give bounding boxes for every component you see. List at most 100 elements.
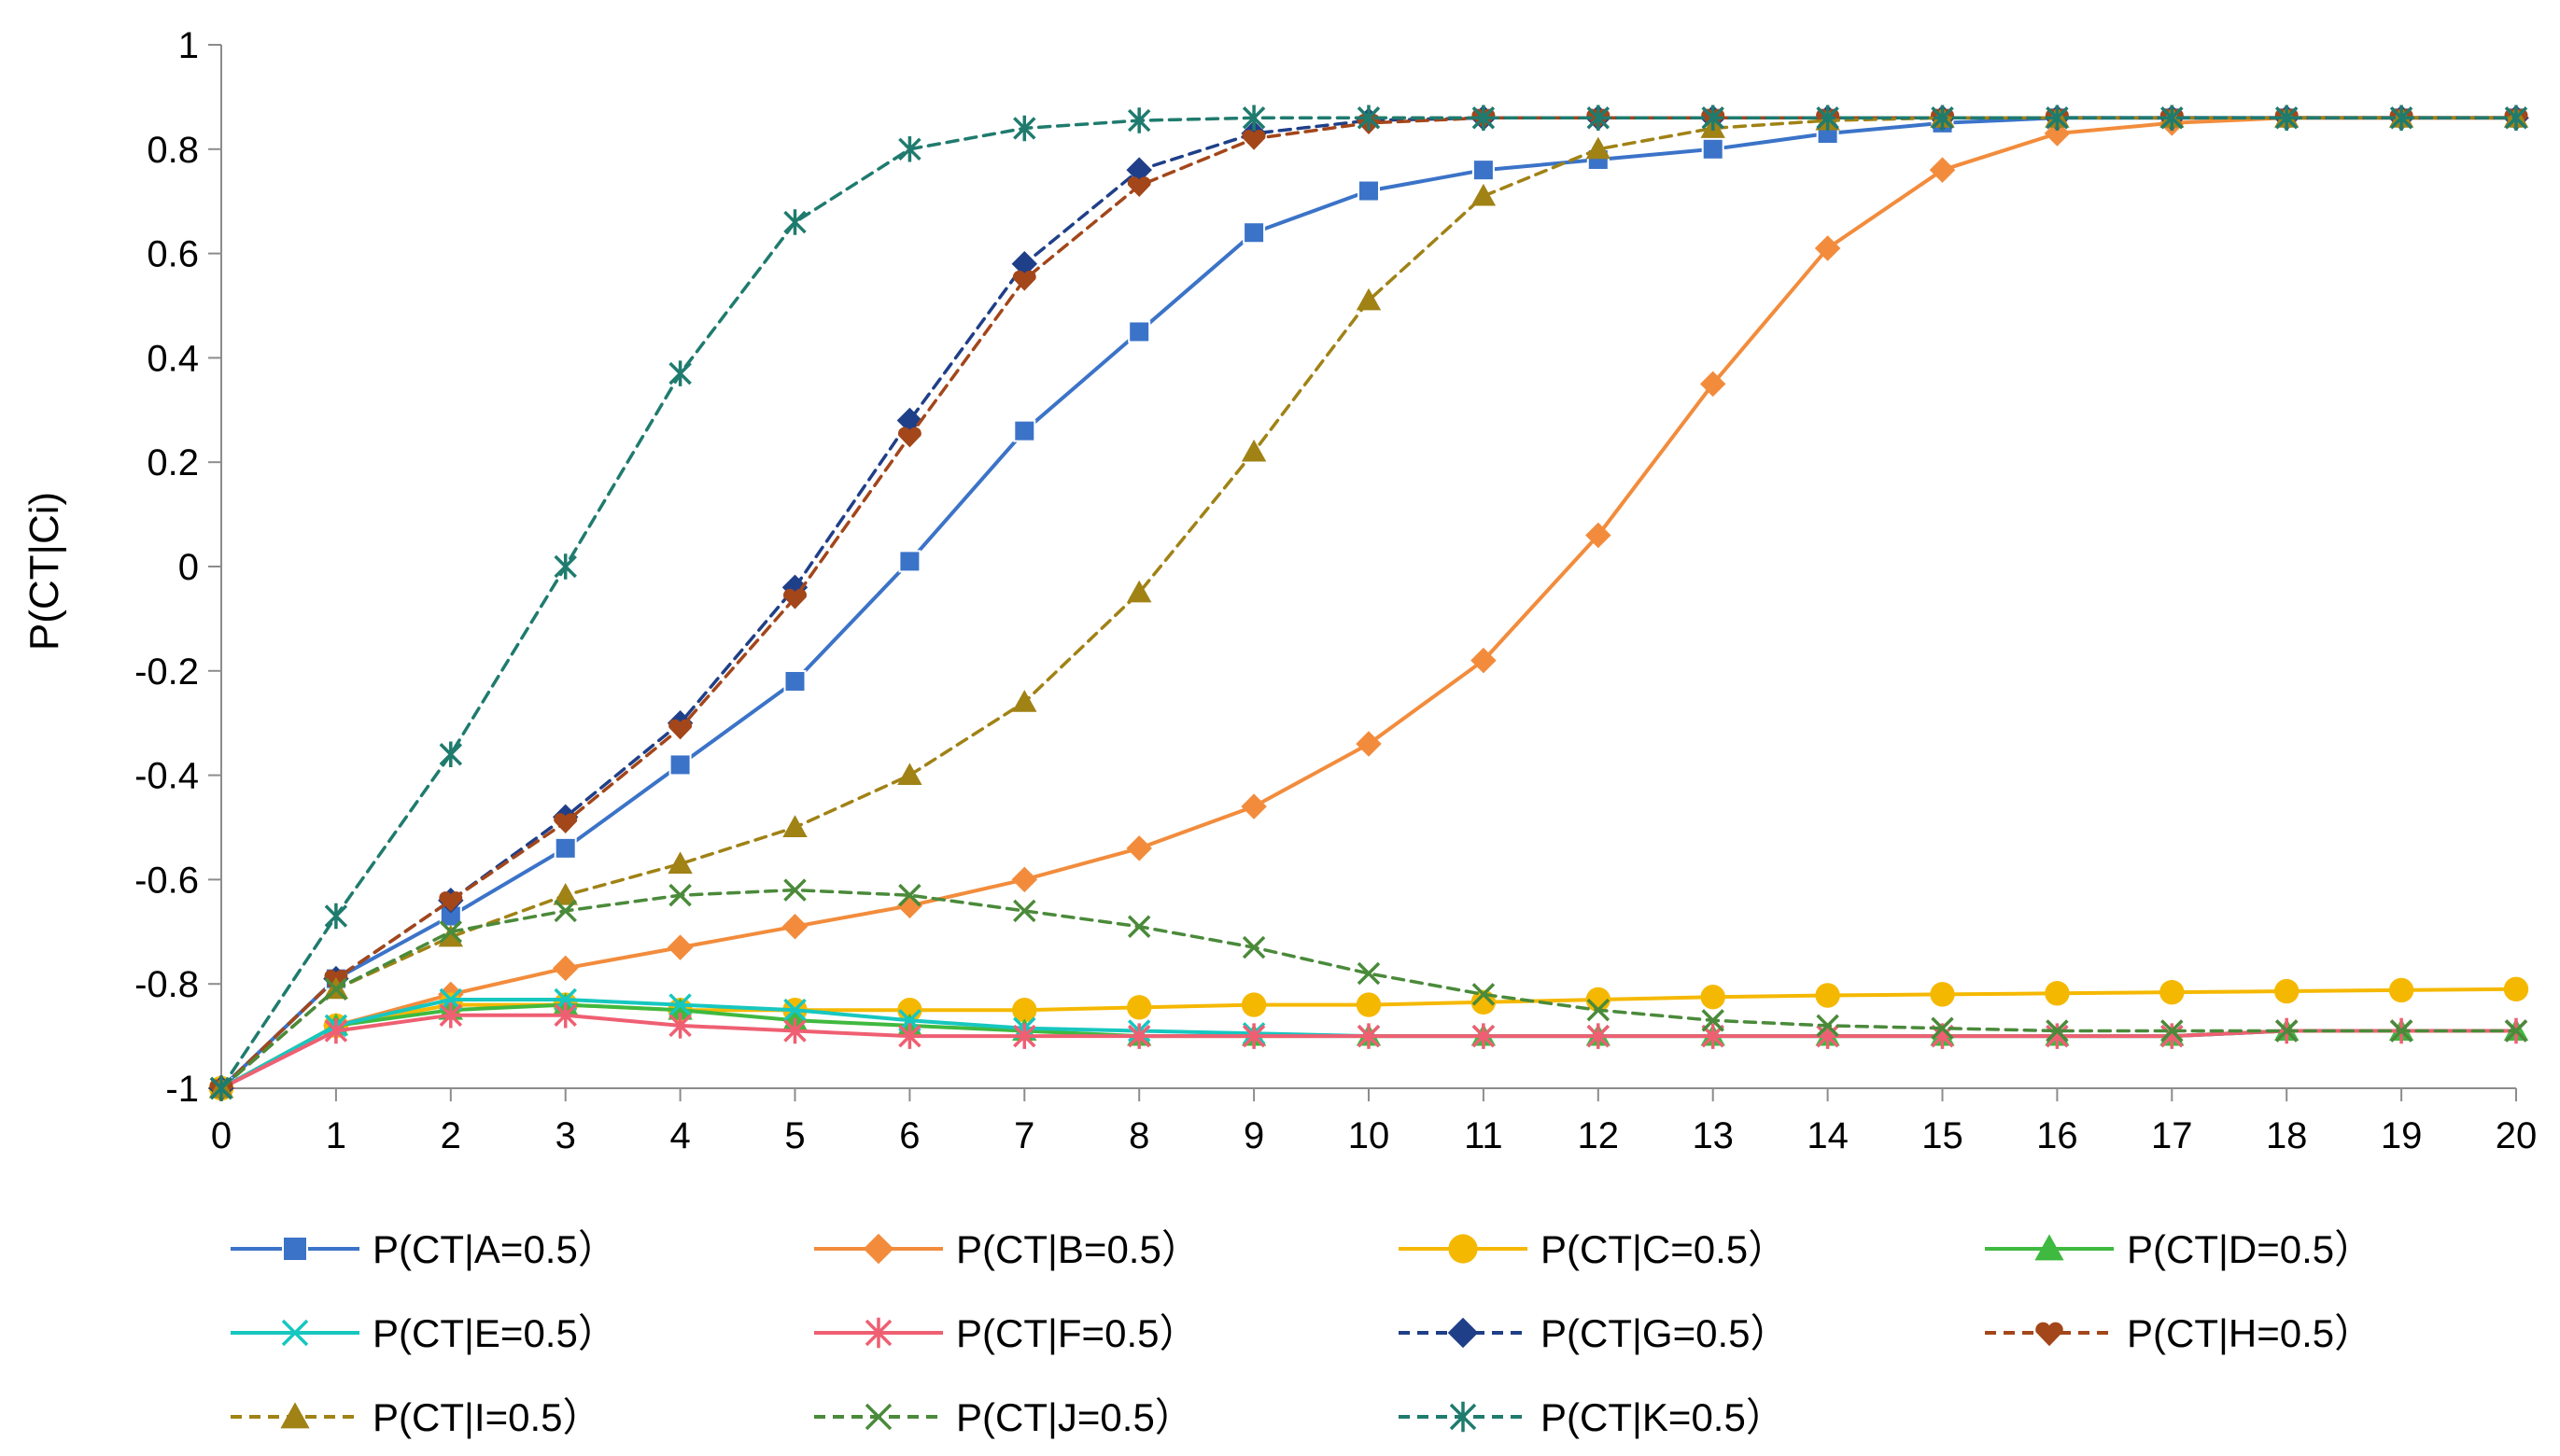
y-tick-label: -0.2 [134,651,199,693]
data-point-k [554,553,577,580]
data-point-k [2160,105,2184,132]
data-point-i [1012,690,1037,712]
data-point-h [1242,130,1266,150]
legend-item-g: P(CT|G=0.5） [1399,1311,1789,1355]
series-line-b [219,116,2518,1090]
series-line-i [219,116,2518,1090]
legend-marker-g [1447,1317,1479,1349]
legend-label-d: P(CT|D=0.5） [2127,1227,2373,1271]
data-point-k [1357,105,1381,132]
series-h [209,108,2528,1100]
series-b [208,105,2529,1101]
data-point-c [2274,978,2300,1004]
legend-item-a: P(CT|A=0.5） [231,1227,617,1271]
legend-item-c: P(CT|C=0.5） [1399,1227,1787,1271]
data-point-j [898,883,921,907]
data-point-h [1012,270,1036,291]
x-tick-label: 11 [1464,1115,1503,1156]
data-point-h [439,891,463,912]
data-point-f [1471,1023,1496,1049]
data-point-g [1011,251,1038,277]
y-tick-label: 0.8 [147,130,199,171]
data-point-b [1011,866,1038,893]
data-point-c [1930,982,1955,1007]
legend-label-c: P(CT|C=0.5） [1540,1227,1787,1271]
legend-label-i: P(CT|I=0.5） [373,1395,601,1439]
data-point-c [1127,995,1152,1020]
legend: P(CT|A=0.5） P(CT|B=0.5） P(CT|C=0.5） P(CT|D=… [231,1227,2373,1439]
series-a [210,106,2527,1099]
data-point-h [1127,176,1151,198]
x-tick-label: 1 [326,1115,346,1156]
data-point-i [668,851,693,875]
x-tick-label: 7 [1014,1115,1034,1156]
data-point-k [1471,105,1496,132]
data-point-k [2504,105,2528,132]
data-point-b [1585,522,1611,549]
legend-item-d: P(CT|D=0.5） [1985,1227,2373,1271]
series-line-h [219,116,2518,1090]
x-tick-label: 15 [1921,1115,1963,1156]
data-point-k [439,741,463,767]
data-point-k [1816,105,1839,132]
legend-label-g: P(CT|G=0.5） [1540,1311,1789,1355]
y-tick-label: 0.2 [147,442,199,483]
x-tick-label: 13 [1692,1115,1734,1156]
data-point-h [668,719,693,740]
legend-label-f: P(CT|F=0.5） [956,1311,1198,1355]
data-point-h [783,588,807,609]
legend-label-j: P(CT|J=0.5） [956,1395,1194,1439]
x-tick-label: 19 [2381,1115,2423,1156]
data-point-g [896,407,923,434]
axes: 10.80.60.40.20-0.2-0.4-0.6-0.8-10 1 2 3 4 5 6 7… [134,25,2537,1156]
x-tick-label: 10 [1348,1115,1390,1156]
data-point-k [2389,105,2413,132]
data-point-j [554,899,577,923]
data-point-j [1931,1016,1954,1040]
series-line-g [219,116,2518,1090]
legend-item-j: P(CT|J=0.5） [814,1395,1194,1439]
legend-marker-d [2034,1234,2064,1261]
legend-item-k: P(CT|K=0.5） [1399,1395,1785,1439]
data-point-f [1013,1023,1036,1049]
data-point-f [1586,1023,1611,1049]
data-point-c [2159,979,2185,1005]
data-point-a [1013,419,1036,442]
data-point-j [2160,1019,2184,1043]
x-tick-label: 12 [1578,1115,1620,1156]
legend-item-b: P(CT|B=0.5） [814,1227,1201,1271]
x-tick-label: 5 [784,1115,805,1156]
data-point-b [781,913,809,940]
data-point-a [783,669,807,693]
data-point-f [1357,1023,1381,1049]
series-k [209,105,2528,1101]
data-point-a [1471,159,1495,182]
data-point-k [668,360,692,386]
data-point-b [1929,157,1956,183]
data-point-c [1815,983,1840,1008]
data-point-b [1126,835,1152,861]
data-point-c [1241,992,1267,1017]
legend-marker-c [1448,1234,1478,1264]
data-point-j [2274,1019,2299,1043]
legend-label-b: P(CT|B=0.5） [956,1227,1201,1271]
legend-marker-j [865,1403,893,1431]
data-point-i [1127,580,1152,603]
data-point-b [667,934,694,960]
series-line-k [219,116,2518,1090]
y-tick-label: 1 [178,25,199,66]
data-point-k [209,1075,233,1101]
data-point-b [1241,793,1267,819]
data-point-i [782,815,808,837]
y-tick-label: -1 [165,1069,199,1110]
data-point-e [783,998,807,1022]
data-point-k [1242,105,1266,132]
legend-label-k: P(CT|K=0.5） [1540,1395,1785,1439]
data-point-j [324,977,348,1001]
x-tick-label: 4 [669,1115,690,1156]
legend-marker-f [865,1317,893,1349]
x-tick-label: 14 [1807,1115,1849,1156]
data-point-k [1931,105,1954,132]
data-point-i [897,763,922,786]
data-point-a [668,753,692,777]
